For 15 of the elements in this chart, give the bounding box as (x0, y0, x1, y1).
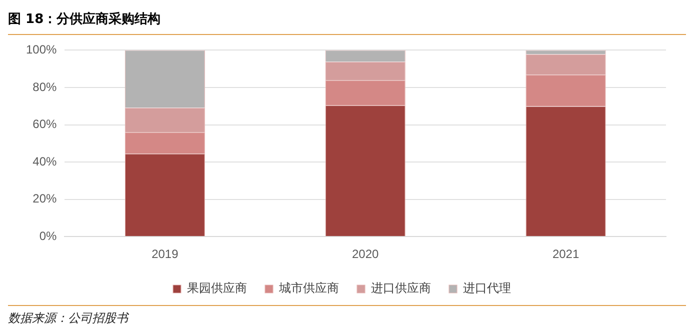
y-tick-label: 0% (39, 228, 58, 243)
y-tick-label: 40% (32, 154, 58, 168)
legend-label: 城市供应商 (278, 281, 339, 296)
chart-title: 图 18：分供应商采购结构 (8, 8, 686, 35)
y-tick-label: 100% (26, 42, 58, 57)
y-tick-label: 80% (32, 80, 58, 94)
source-note: 数据来源：公司招股书 (8, 310, 130, 327)
y-tick-label: 60% (32, 117, 58, 132)
legend-label: 进口供应商 (371, 281, 431, 296)
legend-label: 果园供应商 (187, 281, 247, 296)
x-tick-label: 2021 (552, 247, 580, 262)
x-tick-label: 2019 (152, 247, 179, 262)
x-tick-label: 2020 (352, 247, 380, 262)
legend-label: 进口代理 (463, 281, 511, 296)
y-tick-label: 20% (32, 192, 58, 206)
